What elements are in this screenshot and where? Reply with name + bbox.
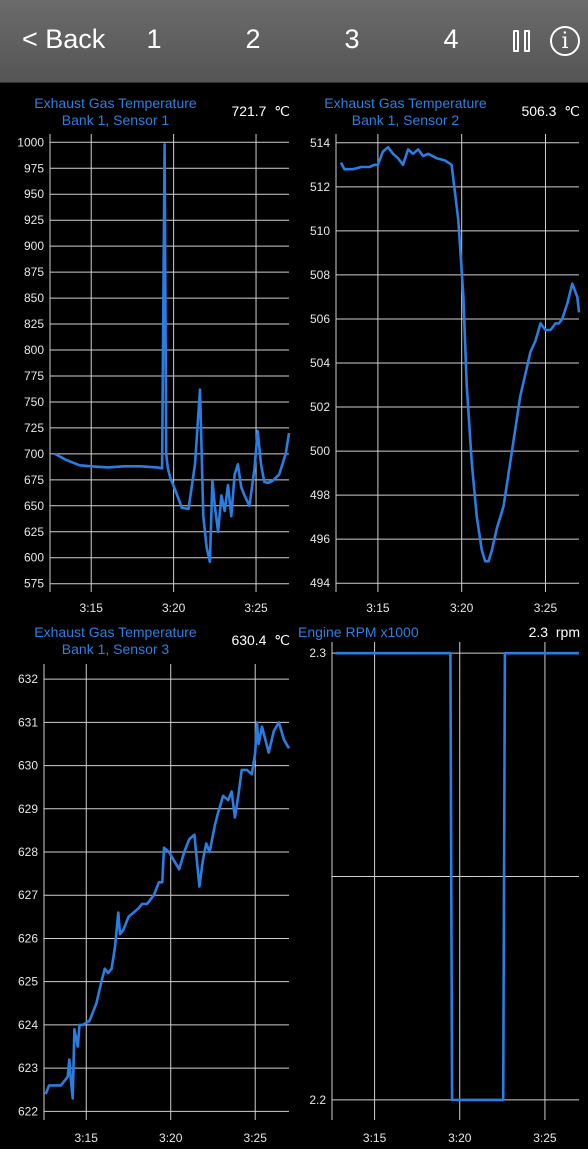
chart-4-x-tick-label: 3:15	[363, 1131, 387, 1145]
chart-4-x-tick-label: 3:25	[533, 1131, 557, 1145]
chart-4-reading: 2.3 rpm	[480, 624, 580, 640]
chart-2-title-line-1: Exhaust Gas Temperature	[324, 95, 487, 111]
chart-3-title: Exhaust Gas Temperature Bank 1, Sensor 3	[14, 624, 217, 658]
chart-1-y-tick-label: 800	[24, 343, 44, 357]
chart-2-y-tick-label: 502	[310, 400, 330, 414]
chart-2-y-tick-label: 494	[310, 576, 330, 590]
chart-2-y-tick-label: 498	[310, 488, 330, 502]
tab-2[interactable]: 2	[245, 24, 261, 54]
chart-3-y-tick-label: 632	[18, 672, 38, 686]
chart-1-series-line	[54, 143, 291, 564]
chart-3-y-tick-label: 625	[18, 975, 38, 989]
chart-3-series-line	[44, 721, 291, 1100]
chart-3-x-tick-label: 3:25	[244, 1131, 268, 1145]
chart-3: 622 623 624 625 626 627 628 629 630 631 632 3:15 3:2…	[18, 664, 291, 1145]
chart-4: 2.2 2.3 3:15 3:20 3:25	[309, 642, 579, 1145]
chart-2-reading-value: 506.3	[521, 103, 557, 119]
chart-2-y-tick-label: 496	[310, 532, 330, 546]
chart-2-y-tick-label: 506	[310, 312, 330, 326]
chart-2-y-tick-label: 508	[310, 268, 330, 282]
chart-1-x-tick-label: 3:20	[162, 601, 186, 615]
chart-4-title-line-1: Engine RPM x1000	[298, 624, 419, 640]
chart-3-reading-unit: ℃	[274, 632, 290, 648]
chart-4-reading-unit: rpm	[555, 624, 580, 640]
chart-3-y-tick-label: 622	[18, 1104, 38, 1118]
chart-2-reading: 506.3 ℃	[490, 103, 580, 120]
tab-1[interactable]: 1	[146, 24, 162, 54]
chart-2-x-tick-label: 3:20	[450, 601, 474, 615]
chart-3-y-tick-label: 626	[18, 931, 38, 945]
chart-1-title: Exhaust Gas Temperature Bank 1, Sensor 1	[14, 95, 217, 129]
chart-1-y-tick-label: 875	[24, 265, 44, 279]
chart-4-title: Engine RPM x1000	[298, 624, 438, 641]
chart-2-y-tick-label: 512	[310, 180, 330, 194]
chart-3-title-line-1: Exhaust Gas Temperature	[34, 624, 197, 640]
toolbar: < Back 1 2 3 4 i	[0, 0, 588, 83]
pause-icon[interactable]	[513, 30, 533, 54]
chart-4-reading-value: 2.3	[528, 624, 549, 640]
chart-1-title-line-1: Exhaust Gas Temperature	[34, 95, 197, 111]
chart-2-y-tick-label: 500	[310, 444, 330, 458]
chart-3-y-tick-label: 631	[18, 715, 38, 729]
chart-1-y-tick-label: 925	[24, 213, 44, 227]
chart-3-y-tick-label: 629	[18, 802, 38, 816]
chart-3-y-tick-label: 624	[18, 1018, 38, 1032]
chart-4-series-line	[335, 651, 579, 1102]
chart-1-y-tick-label: 575	[24, 577, 44, 591]
chart-2-x-tick-label: 3:15	[366, 601, 390, 615]
chart-1-y-tick-label: 750	[24, 395, 44, 409]
chart-2-series-line	[339, 145, 581, 563]
chart-3-reading-value: 630.4	[231, 632, 267, 648]
chart-1-y-tick-label: 625	[24, 525, 44, 539]
chart-3-reading: 630.4 ℃	[200, 632, 290, 649]
chart-1-y-tick-label: 600	[24, 551, 44, 565]
chart-2-x-tick-label: 3:25	[534, 601, 558, 615]
chart-3-y-tick-label: 628	[18, 845, 38, 859]
chart-1-y-tick-label: 850	[24, 291, 44, 305]
chart-3-x-tick-label: 3:15	[75, 1131, 99, 1145]
chart-1-y-tick-label: 700	[24, 447, 44, 461]
chart-3-title-line-2: Bank 1, Sensor 3	[61, 641, 170, 657]
chart-2-y-tick-label: 510	[310, 224, 330, 238]
chart-3-y-tick-label: 623	[18, 1061, 38, 1075]
chart-1-y-tick-label: 675	[24, 473, 44, 487]
tab-3[interactable]: 3	[344, 24, 360, 54]
info-icon[interactable]: i	[550, 26, 580, 56]
chart-3-y-tick-label: 630	[18, 759, 38, 773]
chart-2-y-tick-label: 504	[310, 356, 330, 370]
chart-3-y-tick-label: 627	[18, 888, 38, 902]
chart-4-y-tick-label: 2.2	[309, 1093, 326, 1107]
chart-2-title: Exhaust Gas Temperature Bank 1, Sensor 2	[304, 95, 507, 129]
chart-1-y-tick-label: 1000	[17, 135, 44, 149]
chart-1-y-tick-label: 650	[24, 499, 44, 513]
chart-1-y-tick-label: 975	[24, 161, 44, 175]
chart-1-y-tick-label: 725	[24, 421, 44, 435]
chart-1-reading: 721.7 ℃	[200, 103, 290, 120]
chart-1-reading-unit: ℃	[274, 103, 290, 119]
tab-4[interactable]: 4	[443, 24, 459, 54]
chart-1-x-tick-label: 3:15	[80, 601, 104, 615]
chart-1-reading-value: 721.7	[231, 103, 267, 119]
chart-1: 575 600 625 650 675 700 725 750 775 800 825 850 875 9…	[17, 134, 291, 615]
pause-bar-left	[513, 30, 519, 52]
chart-1-y-tick-label: 950	[24, 187, 44, 201]
chart-1-title-line-2: Bank 1, Sensor 1	[61, 112, 170, 128]
pause-bar-right	[524, 30, 530, 52]
chart-2-reading-unit: ℃	[564, 103, 580, 119]
chart-2: 494 496 498 500 502 504 506 508 510 512 514 3:15 3:2…	[310, 134, 581, 615]
back-button[interactable]: < Back	[22, 24, 106, 54]
chart-2-title-line-2: Bank 1, Sensor 2	[351, 112, 460, 128]
chart-4-y-tick-label: 2.3	[309, 646, 326, 660]
chart-1-y-tick-label: 825	[24, 317, 44, 331]
chart-3-x-tick-label: 3:20	[159, 1131, 183, 1145]
chart-1-y-tick-label: 775	[24, 369, 44, 383]
chart-2-y-tick-label: 514	[310, 136, 330, 150]
chart-4-x-tick-label: 3:20	[448, 1131, 472, 1145]
chart-1-x-tick-label: 3:25	[244, 601, 268, 615]
chart-1-y-tick-label: 900	[24, 239, 44, 253]
